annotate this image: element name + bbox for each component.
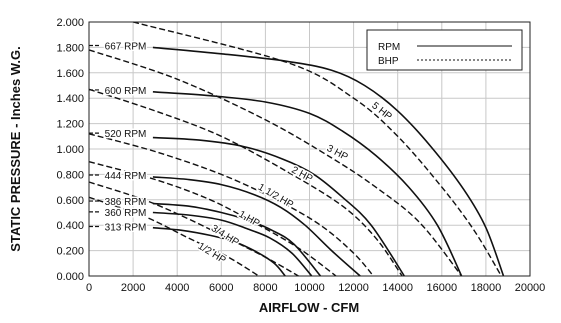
bhp-curve <box>88 161 337 277</box>
rpm-curve-label: 360 RPM <box>105 208 147 219</box>
legend: RPM BHP <box>366 29 523 71</box>
bhp-curve <box>88 181 299 277</box>
bhp-curve <box>88 133 374 277</box>
rpm-curve <box>152 46 505 277</box>
x-tick-label: 6000 <box>209 282 233 294</box>
x-tick-label: 20000 <box>515 282 546 294</box>
bhp-curve <box>88 88 403 277</box>
x-tick-label: 0 <box>86 282 92 294</box>
y-tick-label: 1.800 <box>56 42 84 54</box>
y-tick-label: 0.200 <box>56 246 84 258</box>
rpm-curve <box>152 176 361 277</box>
y-tick-label: 1.600 <box>56 68 84 80</box>
y-tick-label: 0.600 <box>56 195 84 207</box>
x-tick-label: 8000 <box>253 282 277 294</box>
legend-label-rpm: RPM <box>378 42 400 53</box>
legend-label-bhp: BHP <box>378 56 399 67</box>
y-tick-label: 2.000 <box>56 17 84 29</box>
x-tick-label: 2000 <box>121 282 145 294</box>
y-tick-label: 1.000 <box>56 144 84 156</box>
bhp-curve <box>88 49 463 277</box>
x-tick-label: 12000 <box>338 282 369 294</box>
bhp-curve <box>132 21 502 277</box>
y-tick-label: 0.800 <box>56 169 84 181</box>
rpm-curve <box>152 211 313 277</box>
x-tick-label: 14000 <box>382 282 413 294</box>
rpm-curve-label: 386 RPM <box>105 197 147 208</box>
x-tick-label: 16000 <box>427 282 458 294</box>
rpm-curve <box>152 202 322 277</box>
x-tick-label: 4000 <box>165 282 189 294</box>
legend-box <box>366 29 523 71</box>
rpm-curve-label: 520 RPM <box>105 129 147 140</box>
x-axis-title: AIRFLOW - CFM <box>259 300 359 315</box>
rpm-curve <box>152 226 286 277</box>
y-tick-label: 0.000 <box>56 271 84 283</box>
rpm-curve <box>152 91 463 277</box>
rpm-curve-label: 600 RPM <box>105 86 147 97</box>
plot-frame <box>88 21 531 277</box>
rpm-curve-label: 313 RPM <box>105 222 147 233</box>
tick-labels: 0 2000 4000 6000 8000 10000 12000 14000 16000 180… <box>56 17 545 294</box>
x-tick-label: 10000 <box>294 282 325 294</box>
y-axis-title: STATIC PRESSURE - Inches W.G. <box>8 46 23 251</box>
rpm-curve <box>152 136 405 277</box>
rpm-curve-label: 667 RPM <box>105 41 147 52</box>
x-tick-label: 18000 <box>471 282 502 294</box>
y-tick-label: 1.400 <box>56 93 84 105</box>
bhp-curve <box>88 196 260 277</box>
y-tick-label: 1.200 <box>56 119 84 131</box>
rpm-curve-label: 444 RPM <box>105 171 147 182</box>
y-tick-label: 0.400 <box>56 220 84 232</box>
rpm-curves <box>152 46 505 277</box>
bhp-curves <box>88 21 502 277</box>
